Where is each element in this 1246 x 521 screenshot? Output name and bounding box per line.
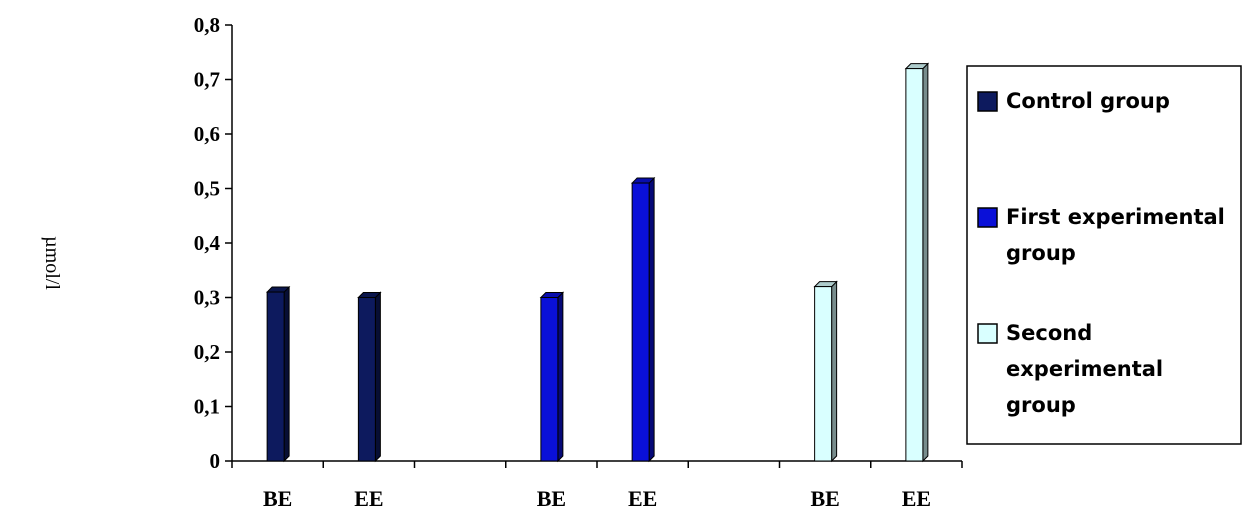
x-tick-label: BE <box>810 486 839 511</box>
bar-front <box>357 297 376 462</box>
bar <box>265 285 291 463</box>
bar <box>539 291 565 463</box>
legend-swatch <box>977 207 998 228</box>
y-tick-label: 0,2 <box>194 340 220 364</box>
x-tick-label: EE <box>354 486 383 511</box>
bar-front <box>266 291 285 462</box>
y-tick-label: 0,8 <box>194 13 220 37</box>
bar-front <box>540 297 559 462</box>
x-tick-label: EE <box>902 486 931 511</box>
legend-label: group <box>1006 393 1076 417</box>
y-tick-label: 0,4 <box>194 231 221 255</box>
bar-side <box>922 62 929 463</box>
y-axis-label: µmol/l <box>41 236 63 290</box>
legend-label: First experimental <box>1006 205 1225 229</box>
y-tick-label: 0,5 <box>194 177 220 201</box>
y-tick-label: 0,7 <box>194 68 220 92</box>
bar-side <box>283 285 290 463</box>
y-tick-label: 0,3 <box>194 286 220 310</box>
legend-swatch <box>977 323 998 344</box>
bar-front <box>631 182 650 462</box>
legend-label: group <box>1006 241 1076 265</box>
bar <box>904 62 930 463</box>
legend-label: Control group <box>1006 89 1170 113</box>
bar <box>357 291 382 463</box>
x-tick-label: BE <box>537 486 566 511</box>
y-tick-label: 0 <box>210 449 221 473</box>
bar-front <box>814 286 833 462</box>
bar-side <box>648 176 655 463</box>
bar-side <box>374 291 381 463</box>
bar <box>630 176 656 463</box>
bar-side <box>557 291 564 463</box>
bar-front <box>905 68 924 462</box>
x-tick-label: EE <box>628 486 657 511</box>
bar-side <box>831 280 838 463</box>
y-tick-label: 0,1 <box>194 395 220 419</box>
legend-label: Second <box>1006 321 1092 345</box>
legend-swatch <box>977 91 998 112</box>
x-tick-label: BE <box>263 486 292 511</box>
legend-label: experimental <box>1006 357 1163 381</box>
y-tick-label: 0,6 <box>194 122 220 146</box>
legend-box <box>966 65 1242 445</box>
bar <box>813 280 838 463</box>
